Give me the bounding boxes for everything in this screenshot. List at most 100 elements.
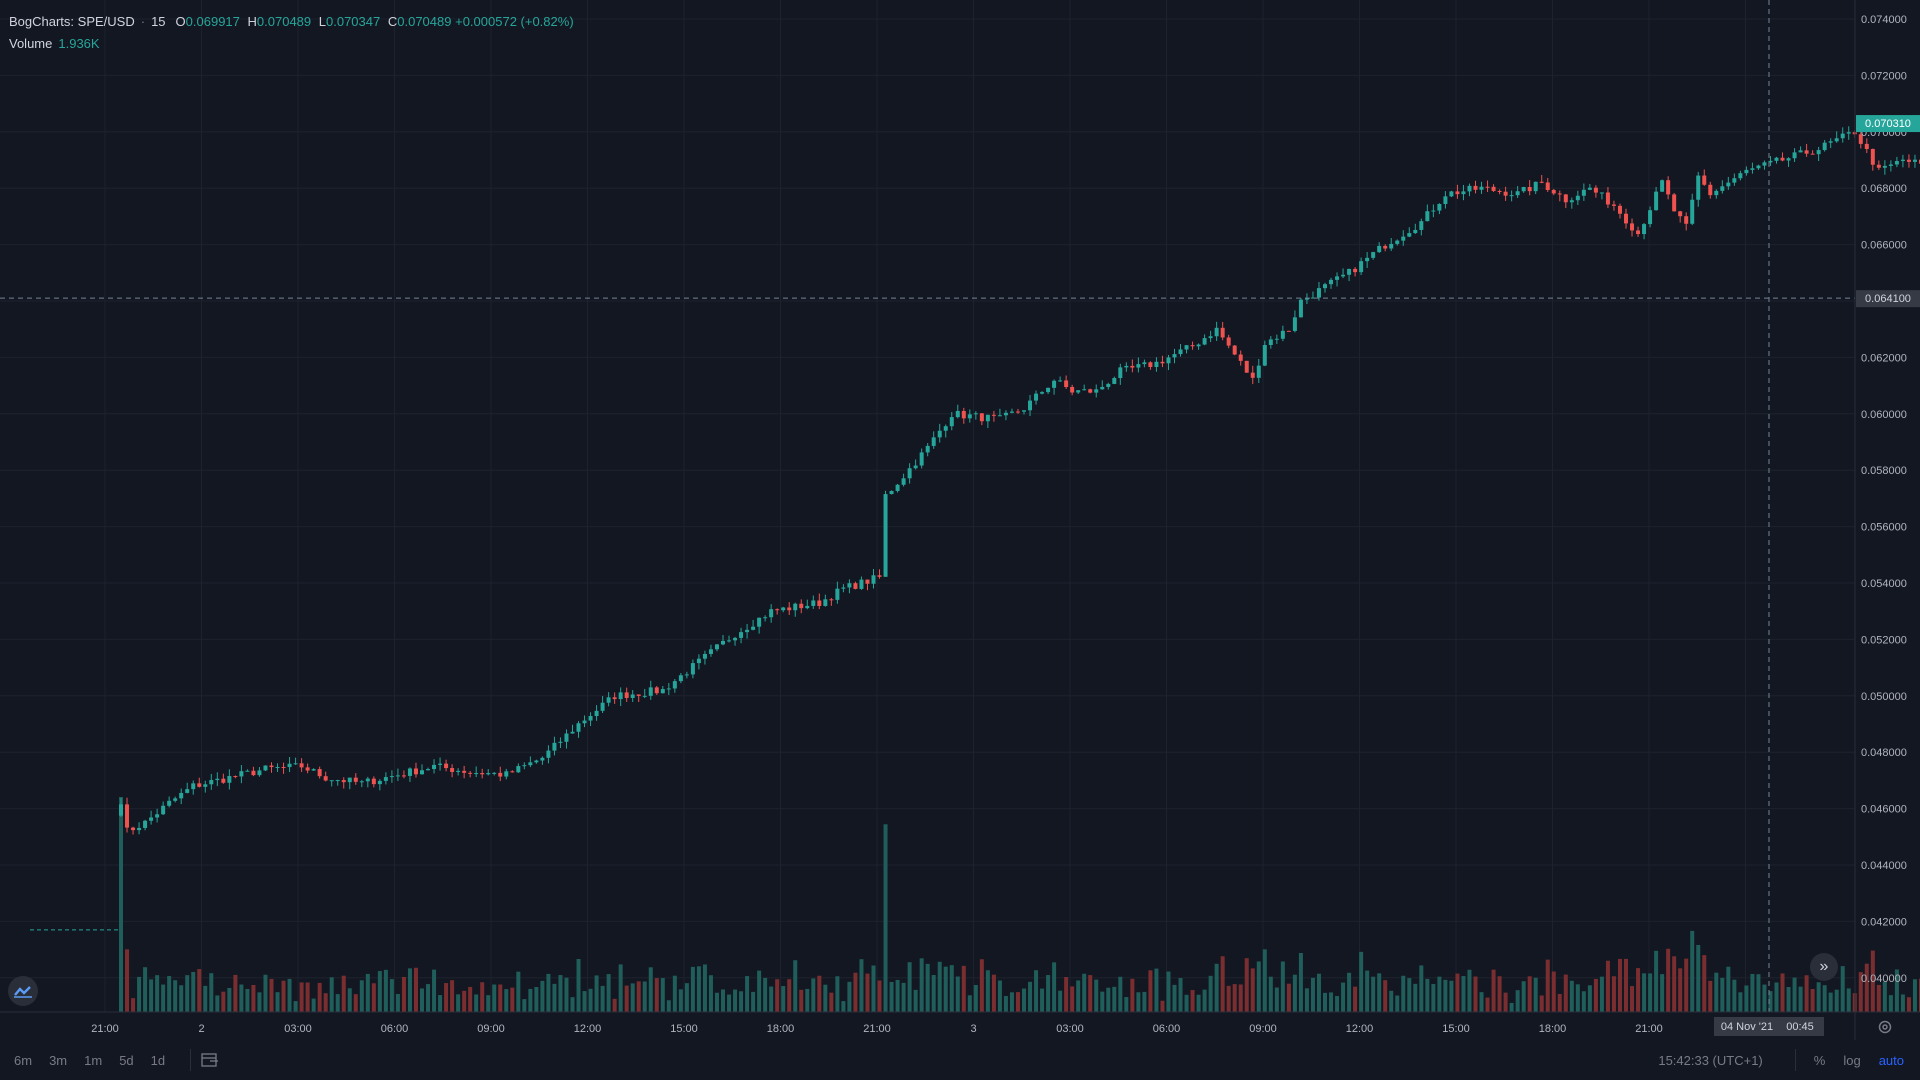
double-chevron-right-icon[interactable]: » [1810, 953, 1838, 981]
candle-body [1648, 210, 1653, 225]
candle-body [570, 731, 575, 734]
volume-bar [191, 971, 196, 1012]
auto-scale-toggle[interactable]: auto [1878, 1052, 1904, 1068]
volume-bar [799, 989, 804, 1012]
candle-body [708, 649, 713, 654]
volume-bar [1630, 986, 1635, 1012]
interval-label[interactable]: 15 [151, 13, 166, 29]
candle-body [817, 600, 822, 606]
candle-body [1310, 297, 1315, 299]
candle-body [1202, 338, 1207, 345]
volume-bar [456, 994, 461, 1012]
candle-body [1377, 245, 1382, 253]
percent-scale-toggle[interactable]: % [1813, 1052, 1826, 1068]
volume-bar [1316, 973, 1321, 1012]
volume-bar [1310, 977, 1315, 1012]
time-tick-label: 06:00 [381, 1023, 409, 1035]
range-3m-button[interactable]: 3m [49, 1052, 68, 1068]
volume-bar [1353, 986, 1358, 1012]
candle-body [1666, 180, 1671, 195]
candle-body [1124, 365, 1129, 368]
volume-bar [1437, 976, 1442, 1012]
candle-body [696, 658, 701, 664]
chart-legend: BogCharts: SPE/USD · 15 O0.069917 H0.070… [9, 10, 574, 54]
volume-bar [1431, 983, 1436, 1012]
volume-bar [1142, 991, 1147, 1012]
volume-bar [594, 975, 599, 1012]
candle-body [1190, 345, 1195, 347]
candle-body [991, 414, 996, 416]
volume-bar [714, 992, 719, 1012]
candle-body [1497, 190, 1502, 192]
open-value: 0.069917 [185, 13, 240, 29]
candle-body [1371, 252, 1376, 258]
volume-bar [1834, 989, 1839, 1012]
volume-bar [588, 988, 593, 1012]
volume-bar [1485, 997, 1490, 1012]
volume-bar [769, 986, 774, 1012]
candle-body [1401, 236, 1406, 241]
calendar-range-icon[interactable] [201, 1053, 219, 1067]
volume-bar [1690, 930, 1695, 1012]
volume-bar [919, 958, 924, 1012]
range-1m-button[interactable]: 1m [84, 1052, 103, 1068]
clock-timezone[interactable]: 15:42:33 (UTC+1) [1658, 1052, 1763, 1068]
volume-bar [1533, 977, 1538, 1012]
candle-body [1822, 142, 1827, 151]
candle-body [1172, 354, 1177, 358]
volume-bar [1587, 985, 1592, 1012]
candle-body [714, 644, 719, 650]
volume-bar [215, 995, 220, 1012]
volume-bar [1046, 975, 1051, 1012]
tradingview-cloud-icon[interactable] [8, 976, 38, 1006]
volume-bar [889, 981, 894, 1012]
candle-body [901, 478, 906, 485]
candle-body [329, 780, 334, 782]
price-chart[interactable]: 0.0740000.0720000.0700000.0680000.066000… [0, 0, 1920, 1040]
volume-bar [1617, 958, 1622, 1012]
volume-bar [1371, 976, 1376, 1012]
candle-body [377, 780, 382, 785]
crosshair-date-label: 04 Nov '21 [1721, 1021, 1773, 1033]
price-tick-label: 0.044000 [1861, 860, 1907, 872]
volume-bar [450, 980, 455, 1012]
candle-body [1082, 389, 1087, 391]
volume-bar [119, 797, 123, 1012]
candle-body [690, 663, 695, 675]
volume-bar [1708, 980, 1713, 1012]
range-6m-button[interactable]: 6m [14, 1052, 33, 1068]
candle-body [161, 805, 166, 815]
volume-bar [1286, 983, 1291, 1012]
volume-bar [1076, 980, 1081, 1012]
volume-bar [167, 976, 172, 1012]
volume-bar [534, 987, 539, 1012]
volume-bar [1515, 990, 1520, 1012]
range-1d-button[interactable]: 1d [150, 1052, 166, 1068]
gear-icon[interactable] [1876, 1018, 1894, 1036]
candle-body [185, 789, 190, 793]
volume-bar [558, 975, 563, 1012]
candle-body [636, 694, 641, 696]
candle-body [642, 695, 647, 697]
volume-bar [576, 959, 581, 1012]
volume-bar [871, 965, 876, 1012]
volume-bar [721, 989, 725, 1012]
candle-body [1238, 354, 1243, 361]
volume-label[interactable]: Volume [9, 35, 53, 51]
candle-body [865, 579, 870, 584]
volume-bar [1599, 976, 1604, 1012]
symbol-title[interactable]: BogCharts: SPE/USD [9, 13, 135, 29]
volume-bar [1389, 990, 1394, 1012]
candle-body [432, 764, 437, 770]
volume-bar [1557, 993, 1562, 1012]
range-5d-button[interactable]: 5d [119, 1052, 134, 1068]
volume-bar [612, 998, 617, 1012]
candle-body [1563, 194, 1568, 203]
log-scale-toggle[interactable]: log [1843, 1052, 1861, 1068]
candle-body [401, 775, 406, 777]
crosshair-price-label: 0.064100 [1865, 293, 1911, 305]
volume-bar [438, 995, 443, 1012]
candle-body [1003, 412, 1008, 416]
volume-bar [1527, 976, 1532, 1012]
candle-body [1690, 199, 1695, 224]
